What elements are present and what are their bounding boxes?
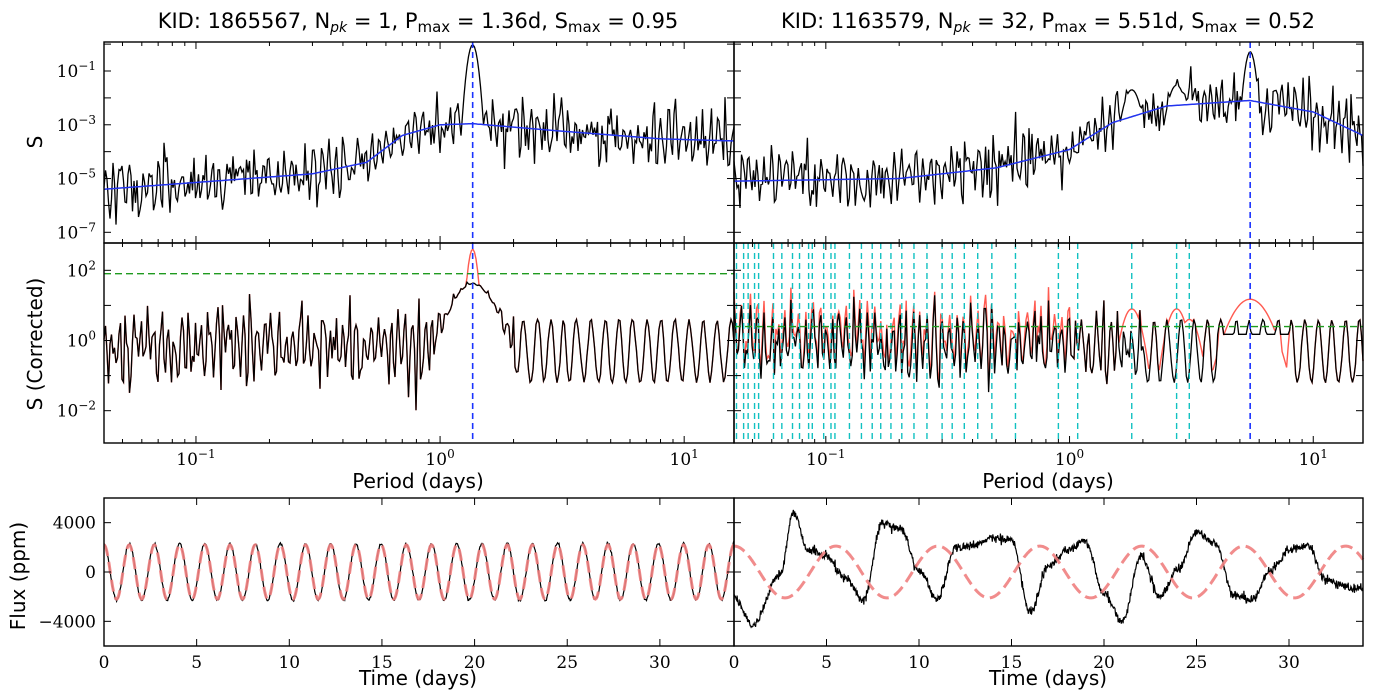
right_corrected-xtick-label: 101 (1299, 447, 1328, 470)
right_periodogram-power-line (733, 51, 1364, 209)
ylabel-s-corrected: S (Corrected) (23, 278, 47, 411)
xlabel-time-left: Time (days) (358, 666, 477, 690)
right_lightcurve-flux-line (733, 509, 1364, 629)
right_lightcurve-xtick-label: 30 (1278, 653, 1300, 673)
left_periodogram-frame (103, 41, 735, 244)
left_periodogram-ytick-label: 10−3 (57, 113, 96, 136)
xlabel-period-left: Period (days) (352, 469, 484, 493)
left_lightcurve-xtick-label: 5 (191, 653, 202, 673)
left_lightcurve-ytick-label: −4000 (38, 612, 96, 632)
left_lightcurve-model-line (103, 543, 735, 601)
right_lightcurve-xtick-label: 25 (1186, 653, 1208, 673)
left_lightcurve-xtick-label: 25 (556, 653, 578, 673)
left_lightcurve-xtick-label: 20 (464, 653, 486, 673)
left_periodogram-ytick-label: 10−7 (57, 220, 96, 243)
left_periodogram-ytick-label: 10−1 (57, 59, 96, 82)
left_corrected-xtick-label: 100 (425, 447, 454, 470)
left_lightcurve-xtick-label: 15 (371, 653, 393, 673)
left_corrected-corrected-line (103, 280, 735, 411)
left_lightcurve-ytick-label: 4000 (53, 514, 96, 534)
left_lightcurve-ytick-label: 0 (85, 563, 96, 583)
left_periodogram-fit-line (103, 122, 735, 190)
xlabel-time-right: Time (days) (988, 666, 1107, 690)
ylabel-flux: Flux (ppm) (6, 522, 30, 630)
right_lightcurve-frame (733, 497, 1364, 647)
left_corrected-ytick-label: 102 (67, 258, 96, 281)
right_lightcurve-xtick-label: 0 (729, 653, 740, 673)
left_corrected-ytick-label: 100 (67, 328, 96, 351)
left_corrected-ytick-label: 10−2 (57, 399, 96, 422)
right_lightcurve-xtick-label: 15 (1001, 653, 1023, 673)
left_corrected-xtick-label: 101 (670, 447, 699, 470)
ylabel-s: S (23, 136, 47, 149)
right_corrected-xtick-label: 100 (1055, 447, 1084, 470)
right_corrected-corrected-line (733, 295, 1364, 393)
right_corrected-frame (733, 242, 1364, 444)
title-left: KID: 1865567, Npk = 1, Pmax = 1.36d, Sma… (158, 9, 679, 36)
right_lightcurve-xtick-label: 5 (821, 653, 832, 673)
left_lightcurve-xtick-label: 0 (99, 653, 110, 673)
xlabel-period-right: Period (days) (982, 469, 1114, 493)
right_periodogram-frame (733, 41, 1364, 244)
title-right: KID: 1163579, Npk = 32, Pmax = 5.51d, Sm… (781, 9, 1315, 36)
right_lightcurve-xtick-label: 20 (1093, 653, 1115, 673)
left_periodogram-ytick-label: 10−5 (57, 167, 96, 190)
right_periodogram-fit-line (734, 99, 1364, 182)
left_periodogram-power-line (103, 43, 735, 225)
right_lightcurve-xtick-label: 10 (908, 653, 930, 673)
left_corrected-xtick-label: 10−1 (176, 447, 215, 470)
left_lightcurve-xtick-label: 10 (278, 653, 300, 673)
right_corrected-xtick-label: 10−1 (806, 447, 845, 470)
left_corrected-frame (103, 242, 735, 444)
left_lightcurve-xtick-label: 30 (649, 653, 671, 673)
right_lightcurve-model-line (734, 544, 1365, 600)
right_corrected-raw-line (733, 287, 1364, 386)
